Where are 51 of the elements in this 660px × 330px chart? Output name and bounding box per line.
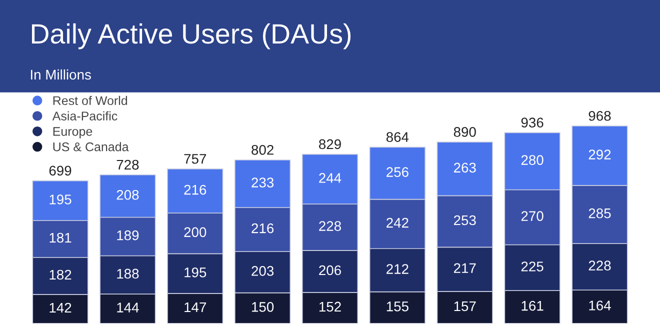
data-label: 228 <box>319 221 341 231</box>
data-label: 244 <box>319 173 342 183</box>
data-label: 206 <box>319 265 341 276</box>
data-label: 164 <box>589 300 611 310</box>
data-label: 152 <box>319 302 341 312</box>
total-label: 864 <box>386 132 409 142</box>
data-label: 155 <box>386 302 408 312</box>
data-label: 147 <box>184 302 206 312</box>
data-label: 182 <box>50 270 72 280</box>
data-label: 208 <box>116 190 139 200</box>
legend-label: Europe <box>53 127 92 138</box>
data-label: 270 <box>521 211 544 221</box>
data-label: 195 <box>50 194 72 204</box>
total-label: 757 <box>184 154 206 164</box>
total-label: 968 <box>588 110 611 121</box>
chart-subtitle: In Millions <box>30 69 91 80</box>
total-label: 802 <box>252 144 274 155</box>
total-label: 728 <box>116 160 139 170</box>
data-label: 181 <box>50 232 72 243</box>
data-label: 292 <box>588 150 611 160</box>
data-label: 280 <box>521 155 544 165</box>
data-label: 212 <box>386 264 408 274</box>
data-label: 216 <box>184 184 206 195</box>
data-label: 150 <box>252 302 274 312</box>
data-label: 157 <box>454 301 476 312</box>
data-label: 200 <box>184 227 206 238</box>
data-label: 189 <box>117 230 139 240</box>
data-label: 144 <box>117 302 139 312</box>
total-label: 890 <box>454 127 476 137</box>
total-label: 936 <box>521 118 544 128</box>
data-label: 253 <box>454 215 476 226</box>
data-label: 242 <box>386 218 408 228</box>
data-label: 216 <box>252 223 274 234</box>
chart-title: Daily Active Users (DAUs) <box>32 23 351 50</box>
data-label: 263 <box>454 162 476 173</box>
data-label: 225 <box>521 262 544 272</box>
data-label: 195 <box>184 267 206 278</box>
total-label: 829 <box>319 139 341 150</box>
data-label: 142 <box>50 302 72 313</box>
legend-label: US & Canada <box>53 142 129 152</box>
data-label: 233 <box>252 178 274 188</box>
total-label: 699 <box>49 166 72 176</box>
legend-label: Asia-Pacific <box>52 111 118 120</box>
data-label: 203 <box>252 266 274 276</box>
data-label: 285 <box>588 208 611 218</box>
data-label: 228 <box>588 260 611 270</box>
data-label: 217 <box>454 263 476 273</box>
data-label: 188 <box>117 268 139 279</box>
data-label: 161 <box>522 300 544 311</box>
legend-label: Rest of World <box>53 96 128 106</box>
data-label: 256 <box>386 167 408 177</box>
